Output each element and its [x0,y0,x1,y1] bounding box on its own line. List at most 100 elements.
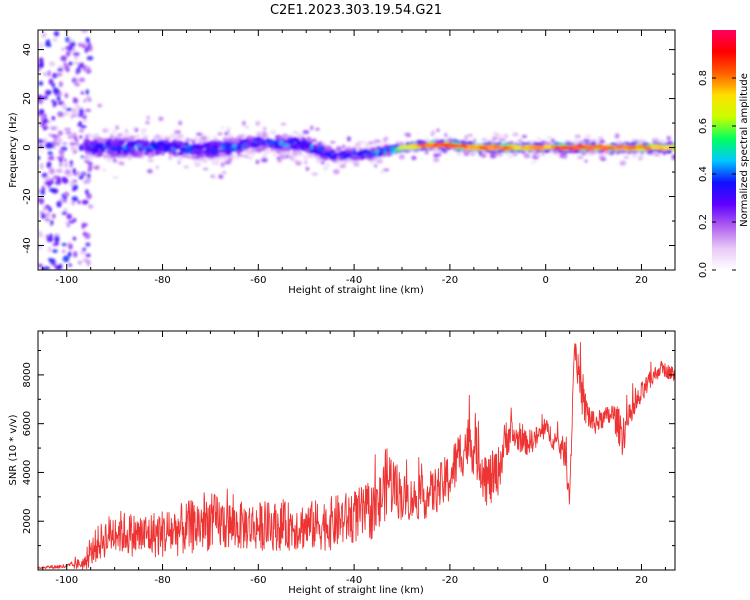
spectrogram-cell [184,145,192,149]
spectrogram-cell [222,171,227,175]
spectrogram-cell [105,158,114,163]
spectrogram-cell [77,62,85,69]
spectrogram-cell [521,135,528,138]
spectrogram-cell [281,141,290,144]
spectrogram-marks [38,30,675,270]
spectrogram-cell [149,151,155,156]
spectrogram-cell [277,159,282,163]
spectrogram-cell [302,130,310,135]
spectrogram-cell [51,141,58,146]
spectrogram-cell [330,140,336,144]
snr-x-tick-label: -40 [346,575,362,586]
spectrogram-cell [72,52,80,57]
spectrogram-cell [38,156,41,160]
snr-x-tick-label: -60 [250,575,266,586]
spectrogram-cell [296,159,302,163]
spectrogram-cell [146,115,150,120]
spectrogram-cell [65,107,73,112]
spectrogram-cell [404,132,411,137]
spectrogram-cell [63,111,68,117]
spectrogram-cell [85,89,89,96]
spectrogram-cell [283,143,289,149]
spectrogram-cell [247,140,254,143]
spectrogram-cell [85,37,90,44]
spectrogram-cell [65,45,69,51]
spectrogram-cell [355,144,362,148]
spectrogram-cell [488,149,495,154]
spectrogram-x-ticks: -100 -80 -60 -40 -20 0 20 [42,30,666,286]
spectrogram-cell [38,63,44,69]
spectrogram-cell [38,98,44,105]
spectrogram-cell [81,199,89,205]
spectrogram-cell [361,140,366,144]
spectrogram-cell [54,241,59,246]
spectrogram-cell [590,139,598,143]
spectrogram-cell [85,189,89,195]
spectrogram-cell [224,160,232,165]
snr-panel: -100 -80 -60 -40 -20 0 20 2000 4000 6000 8000 Hei… [8,330,676,596]
spectrogram-cell [66,214,72,220]
spectrogram-cell [47,70,51,77]
spectrogram-cell [287,152,295,157]
spectrogram-cell [71,41,76,48]
spectrogram-cell [81,30,88,34]
spectrogram-cell [341,150,347,154]
spectrogram-cell [523,153,531,159]
spectrogram-cell [325,162,331,167]
spectrogram-cell [74,138,79,143]
spectrogram-cell [597,146,606,149]
spectrogram-cell [407,145,418,149]
spectrogram-cell [94,140,98,144]
spectrogram-cell [93,165,100,171]
spectrogram-cell [196,132,203,136]
spectrogram-x-tick-label: 0 [542,275,548,286]
spectrogram-cell [61,211,67,215]
spectrogram-cell [431,148,439,152]
spectrogram-cell [38,243,43,250]
spectrogram-cell [61,103,68,110]
spectrogram-cell [48,133,52,137]
spectrogram-cell [536,137,542,141]
spectrogram-cell [237,152,241,157]
spectrogram-cell [38,230,43,236]
spectrogram-cell [105,141,111,146]
spectrogram-cell [293,144,298,149]
spectrogram-cell [449,144,460,148]
spectrogram-cell [382,144,391,149]
spectrogram-cell [67,112,73,115]
spectrogram-x-tick-label: -60 [250,275,266,286]
spectrogram-cell [128,144,133,150]
spectrogram-cell [306,144,311,149]
spectrogram-cell [51,249,58,253]
spectrogram-cell [219,149,226,153]
spectrogram-cell [51,82,56,88]
spectrogram-cell [69,41,73,48]
spectrogram-cell [576,144,587,148]
spectrogram-cell [78,42,83,47]
spectrogram-cell [50,219,54,226]
colorbar: 0.0 0.2 0.4 0.6 0.8 Normalized spectral ampl… [698,30,750,278]
spectrogram-cell [55,137,63,144]
spectrogram-cell [58,162,63,168]
spectrogram-cell [317,145,324,151]
spectrogram-cell [97,138,105,142]
spectrogram-cell [337,157,344,161]
spectrogram-cell [87,155,96,158]
spectrogram-cell [217,143,222,148]
spectrogram-cell [141,137,149,140]
spectrogram-cell [314,150,322,154]
spectrogram-cell [45,39,51,44]
spectrogram-cell [130,137,134,141]
spectrogram-cell [566,142,574,145]
spectrogram-cell [377,151,386,155]
snr-x-tick-label: 0 [542,575,548,586]
spectrogram-cell [383,136,389,140]
spectrogram-cell [77,123,82,127]
spectrogram-cell [53,101,57,107]
spectrogram-cell [157,141,166,146]
spectrogram-cell [270,129,277,135]
spectrogram-y-axis-label: Frequency (Hz) [8,112,19,188]
spectrogram-cell [78,77,86,83]
spectrogram-cell [77,260,82,265]
spectrogram-cell [83,98,87,103]
